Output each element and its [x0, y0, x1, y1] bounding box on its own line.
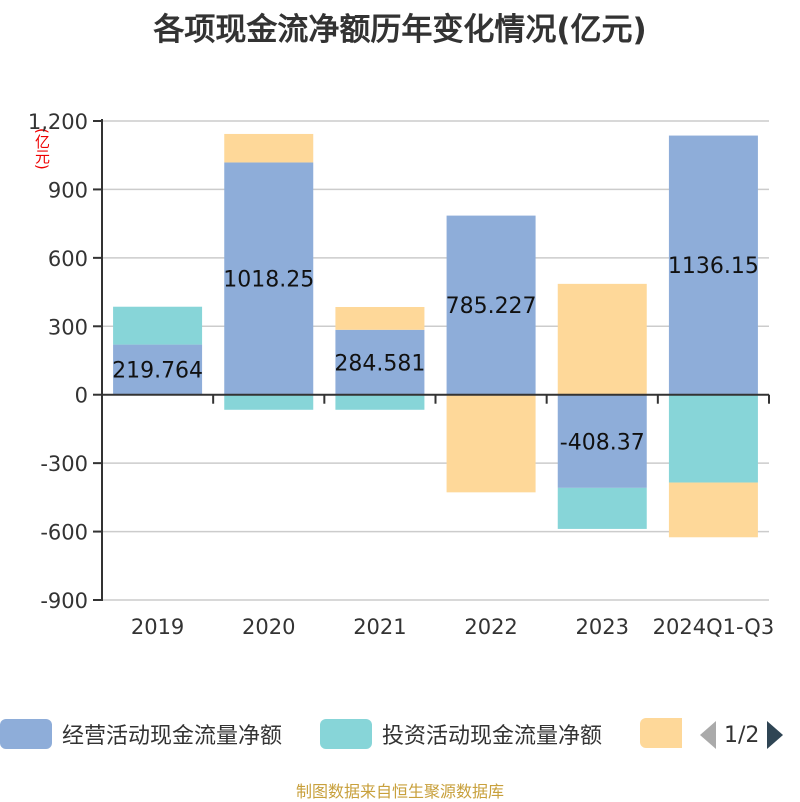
legend-swatch-investing [320, 719, 372, 749]
legend: 经营活动现金流量净额 投资活动现金流量净额 1/2 [0, 718, 800, 752]
bar-segment[interactable] [113, 306, 203, 345]
y-tick-label: -900 [40, 589, 88, 613]
data-label: 1136.15 [668, 254, 759, 279]
legend-label-investing: 投资活动现金流量净额 [382, 724, 603, 749]
x-tick-label: 2020 [242, 615, 295, 639]
bar-segment[interactable] [557, 487, 647, 529]
x-tick-label: 2024Q1-Q3 [653, 615, 775, 639]
chart-plot-area: 1,200 900 600 300 0 -300 -600 -900 2019 2020 2021 2… [28, 110, 775, 639]
legend-next-page-icon[interactable] [767, 721, 784, 749]
x-tick-label: 2021 [353, 615, 406, 639]
legend-item-financing[interactable] [640, 718, 682, 748]
y-axis-unit-label: (亿元) [33, 128, 51, 170]
legend-label-operating: 经营活动现金流量净额 [62, 724, 283, 749]
data-label: 219.764 [112, 359, 203, 384]
y-tick-label: 1,200 [28, 110, 88, 134]
data-label: 1018.25 [223, 268, 314, 293]
legend-swatch-financing [640, 718, 682, 748]
data-source-note: 制图数据来自恒生聚源数据库 [295, 782, 504, 801]
bar-segment[interactable] [224, 394, 314, 410]
bar-segment[interactable] [113, 344, 203, 395]
y-tick-label: 600 [48, 247, 88, 271]
legend-pager: 1/2 [700, 718, 784, 752]
bar-segment[interactable] [557, 283, 647, 395]
y-tick-label: 300 [48, 315, 88, 339]
legend-swatch-operating [0, 719, 52, 749]
bar-segment[interactable] [335, 329, 425, 395]
bar-segment[interactable] [668, 482, 758, 538]
bar-segment[interactable] [224, 162, 314, 395]
y-tick-label: 900 [48, 178, 88, 202]
data-label: 284.581 [334, 351, 425, 376]
x-tick-label: 2019 [131, 615, 184, 639]
bar-segment[interactable] [335, 394, 425, 410]
bar-segment[interactable] [335, 306, 425, 330]
legend-item-operating[interactable]: 经营活动现金流量净额 [0, 718, 282, 750]
x-tick-label: 2022 [464, 615, 517, 639]
legend-prev-page-icon[interactable] [700, 721, 716, 749]
data-label: 785.227 [446, 294, 537, 319]
bar-segment[interactable] [224, 133, 314, 163]
chart-title: 各项现金流净额历年变化情况(亿元) [153, 12, 647, 48]
bar-segment[interactable] [446, 395, 536, 493]
bar-segment[interactable] [668, 394, 758, 483]
y-tick-label: -600 [40, 521, 88, 545]
legend-page-indicator: 1/2 [724, 722, 760, 748]
x-tick-label: 2023 [576, 615, 629, 639]
y-tick-label: 0 [75, 384, 88, 408]
legend-item-investing[interactable]: 投资活动现金流量净额 [320, 718, 602, 750]
bar-segment[interactable] [446, 215, 536, 395]
y-tick-label: -300 [40, 452, 88, 476]
data-label: -408.37 [560, 430, 645, 455]
bar-segment[interactable] [668, 135, 758, 395]
bar-segment[interactable] [557, 394, 647, 488]
